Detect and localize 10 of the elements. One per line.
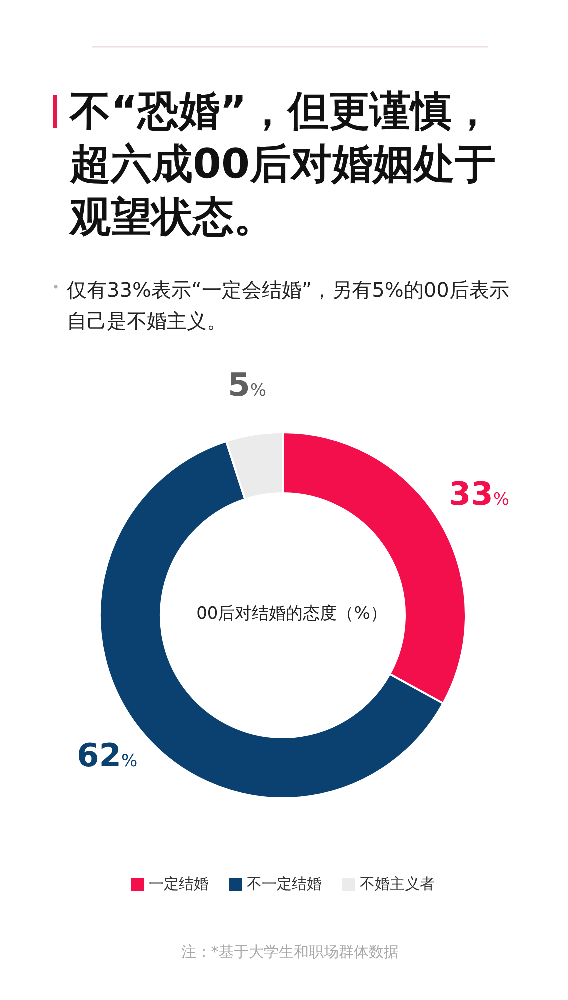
text: 00后对结婚的态度（%）: [196, 604, 388, 624]
chart-subtitle: 仅有33%表示“一定会结婚”，另有5%的00后表示自己是不婚主义。: [67, 278, 510, 333]
data-label: 5%: [228, 366, 267, 404]
data-label: 62%: [76, 736, 138, 774]
legend-label: 不一定结婚: [247, 875, 322, 893]
legend-label: 一定结婚: [149, 875, 209, 893]
legend-label: 不婚主义者: [360, 875, 435, 893]
chart-title: 不“恐婚”，但更谨慎，超六成00后对婚姻处于观望状态。: [68, 87, 496, 241]
text: 注：*基于大学生和职场群体数据: [181, 943, 399, 961]
data-label: 33%: [448, 475, 510, 514]
